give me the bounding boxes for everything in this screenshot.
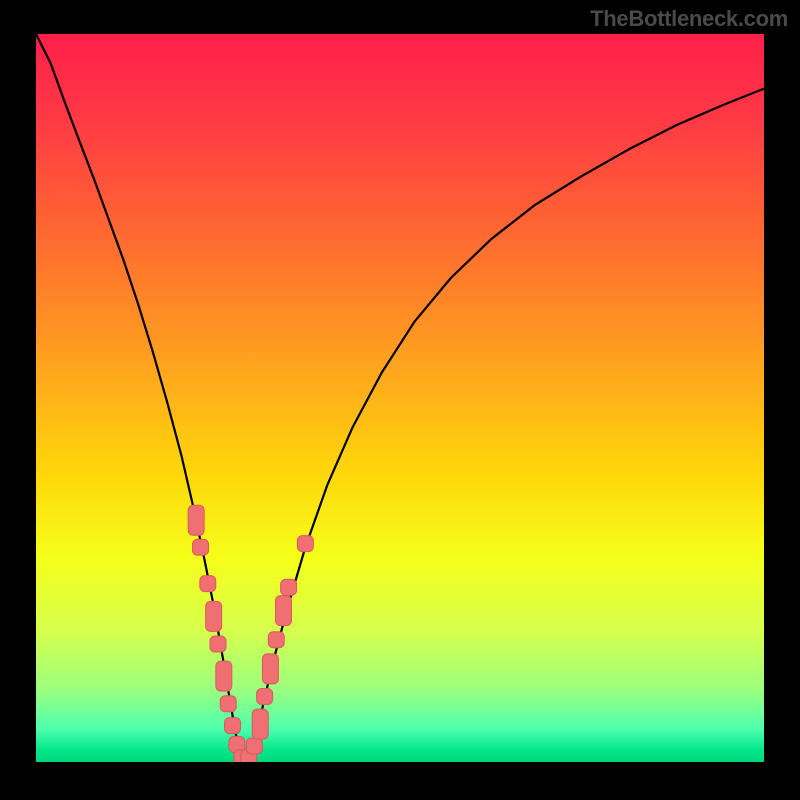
data-marker [297, 536, 313, 552]
data-marker [193, 539, 209, 555]
data-marker [220, 696, 236, 712]
chart-container: TheBottleneck.com [0, 0, 800, 800]
data-marker [276, 596, 292, 626]
marker-layer [36, 34, 764, 762]
data-marker [188, 505, 204, 535]
data-marker [210, 636, 226, 652]
data-marker [246, 738, 262, 754]
watermark-text: TheBottleneck.com [590, 6, 788, 32]
data-marker [225, 718, 241, 734]
data-marker [257, 688, 273, 704]
data-marker [206, 601, 222, 631]
plot-area [36, 34, 764, 762]
data-marker [281, 579, 297, 595]
data-marker [252, 709, 268, 739]
data-marker [268, 632, 284, 648]
data-marker [200, 576, 216, 592]
data-marker [216, 661, 232, 691]
data-marker [262, 654, 278, 684]
